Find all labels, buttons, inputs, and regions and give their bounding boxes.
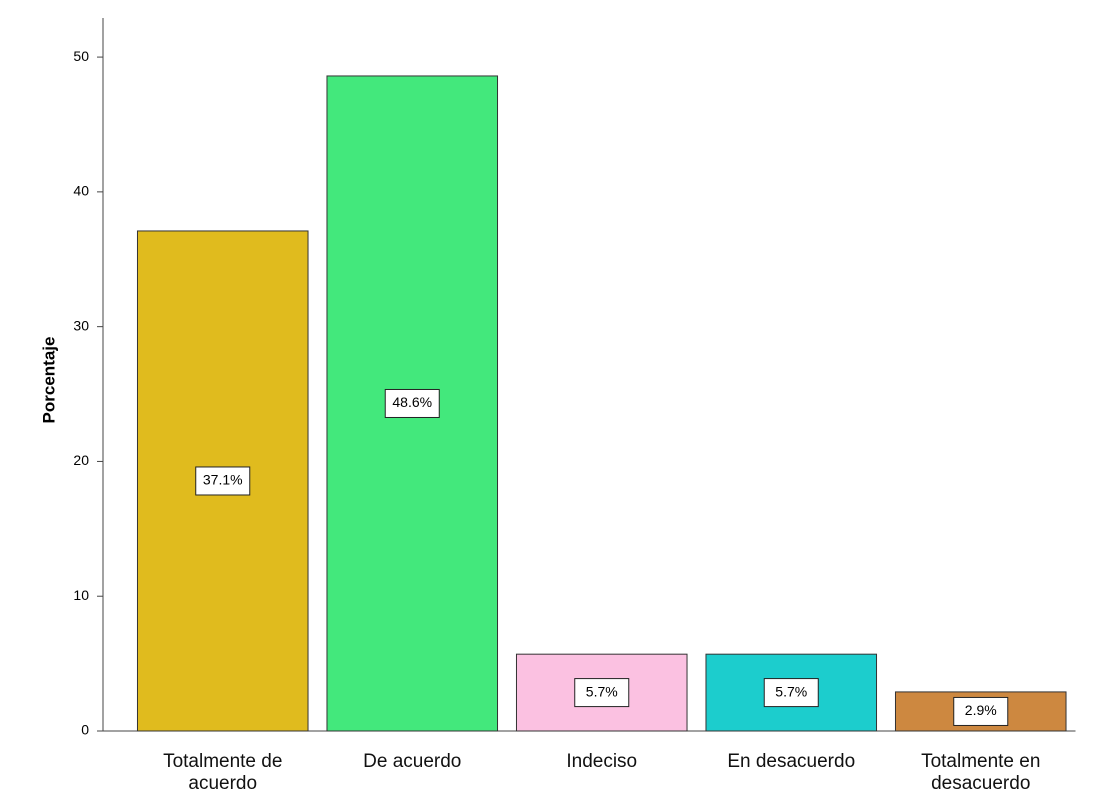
value-label: 5.7% [586,683,618,699]
value-label: 37.1% [203,472,243,488]
x-tick-label: Indeciso [566,751,638,772]
y-axis-label: Porcentaje [39,337,58,424]
x-tick-label: En desacuerdo [727,751,856,772]
value-label-box [574,678,630,708]
x-tick-label: De acuerdo [363,751,462,772]
value-label-box [953,696,1009,726]
value-label: 48.6% [392,394,432,410]
value-label-box [384,388,440,418]
y-tick-label: 40 [73,183,89,199]
x-tick-label: Totalmente en desacuerdo [921,751,1041,794]
x-tick-label: Totalmente de acuerdo [163,751,283,794]
y-tick-label: 0 [81,722,89,738]
y-tick-label: 10 [73,587,89,603]
value-label-box [195,466,251,496]
y-tick-label: 50 [73,48,89,64]
value-label: 5.7% [775,683,807,699]
y-tick-label: 30 [73,317,89,333]
value-label-box [763,678,819,708]
y-tick-label: 20 [73,452,89,468]
value-label: 2.9% [965,702,997,718]
